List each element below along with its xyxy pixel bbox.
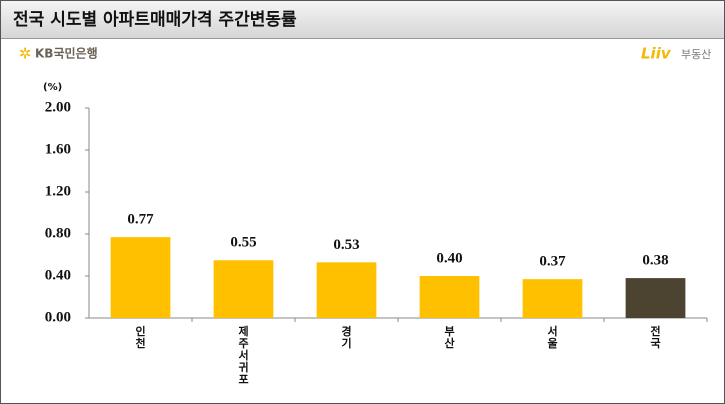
x-tick-label: 전국 bbox=[650, 325, 661, 350]
bank-logo: KB국민은행 bbox=[35, 46, 98, 61]
bar bbox=[625, 278, 686, 318]
value-label: 0.77 bbox=[127, 212, 154, 228]
app-logo: Liiv bbox=[641, 45, 672, 63]
bar bbox=[110, 237, 171, 318]
bar bbox=[419, 276, 480, 318]
value-label: 0.53 bbox=[333, 237, 359, 253]
x-tick-label: 경기 bbox=[341, 325, 352, 350]
bar bbox=[213, 260, 274, 318]
value-label: 0.55 bbox=[230, 235, 256, 251]
x-tick-label: 인천 bbox=[135, 325, 146, 350]
app-logo-suffix: 부동산 bbox=[681, 48, 711, 61]
y-tick-label: 0.00 bbox=[45, 309, 71, 325]
bar bbox=[522, 279, 583, 318]
x-tick-label: 부산 bbox=[444, 325, 455, 350]
value-label: 0.37 bbox=[539, 254, 566, 270]
bar bbox=[316, 262, 377, 318]
logo-icon: ✲ bbox=[19, 45, 32, 63]
y-tick-label: 0.80 bbox=[45, 225, 71, 241]
x-tick-label: 제주서귀포 bbox=[238, 325, 249, 386]
y-tick-label: 2.00 bbox=[45, 99, 71, 115]
unit-label: (%) bbox=[43, 82, 62, 93]
value-label: 0.40 bbox=[436, 250, 462, 266]
y-tick-label: 0.40 bbox=[45, 267, 71, 283]
kb-logo: ✲ KB국민은행 bbox=[19, 45, 98, 63]
x-tick-label: 서울 bbox=[547, 325, 558, 350]
chart-title: 전국 시도별 아파트매매가격 주간변동률 bbox=[1, 1, 724, 39]
y-tick-label: 1.20 bbox=[45, 183, 71, 199]
y-tick-label: 1.60 bbox=[45, 141, 71, 157]
value-label: 0.38 bbox=[642, 253, 668, 269]
